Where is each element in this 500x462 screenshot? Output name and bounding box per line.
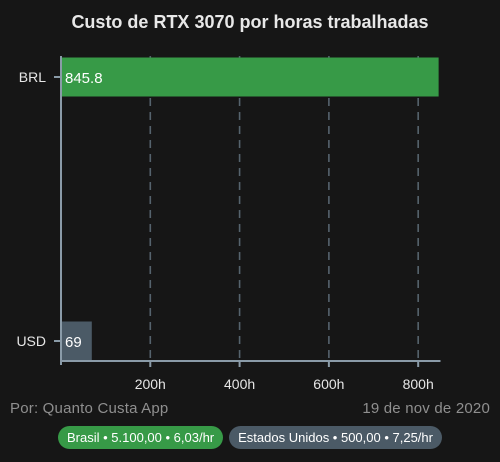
date-label: 19 de nov de 2020 [362,400,490,417]
x-tick-label: 400h [224,376,255,392]
legend-chip-brasil[interactable]: Brasil • 5.100,00 • 6,03/hr [58,426,224,449]
data-label-usd: 69 [65,334,82,351]
chart-title: Custo de RTX 3070 por horas trabalhadas [71,12,429,32]
legend-chip-estados-unidos[interactable]: Estados Unidos • 500,00 • 7,25/hr [229,426,442,449]
source-credit: Por: Quanto Custa App [10,400,169,417]
y-tick-label-brl: BRL [19,69,46,85]
bar-brl [61,57,439,97]
legend-chips: Brasil • 5.100,00 • 6,03/hr Estados Unid… [0,426,500,449]
bar-usd [61,321,92,361]
x-tick-label: 200h [135,376,166,392]
x-tick-label: 600h [313,376,344,392]
bar-chart: 200h 400h 600h 800h BRL USD 845.8 69 [16,56,441,392]
x-tick-label: 800h [403,376,434,392]
data-label-brl: 845.8 [65,70,103,87]
y-tick-label-usd: USD [16,333,46,349]
